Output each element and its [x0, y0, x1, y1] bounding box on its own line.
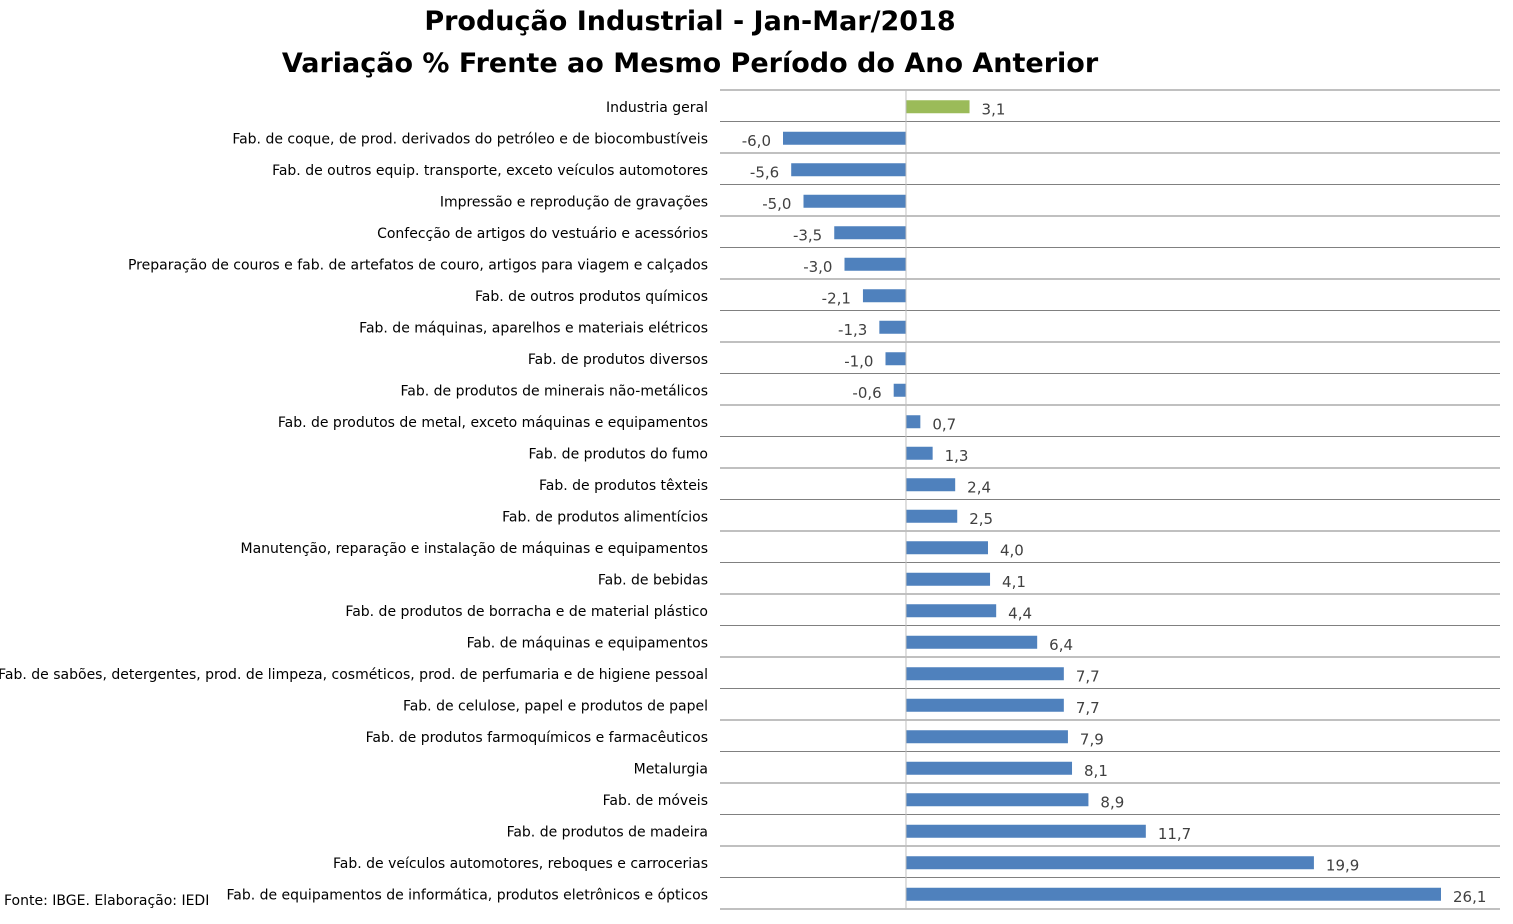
data-label: 4,0 — [1000, 541, 1024, 559]
bar — [905, 446, 933, 460]
category-label: Fab. de produtos de madeira — [507, 824, 708, 840]
bar — [791, 163, 906, 177]
data-label: 26,1 — [1453, 888, 1486, 906]
bar — [905, 415, 921, 429]
category-label: Fab. de celulose, papel e produtos de pa… — [403, 698, 708, 714]
category-label: Fab. de bebidas — [598, 572, 708, 588]
category-label: Fab. de produtos têxteis — [539, 478, 708, 494]
category-label: Preparação de couros e fab. de artefatos… — [128, 257, 708, 273]
data-label: -3,5 — [793, 226, 822, 244]
data-label: 7,7 — [1076, 699, 1100, 717]
category-label: Fab. de veículos automotores, reboques e… — [333, 856, 708, 872]
bar — [905, 667, 1064, 681]
bar — [905, 478, 956, 492]
chart-title: Produção Industrial - Jan-Mar/2018 — [424, 6, 956, 37]
category-label: Fab. de equipamentos de informática, pro… — [226, 887, 708, 903]
data-labels: 3,1 -6,0 -5,6 -5,0-3,5 -3,0 -2,1 -1,3 -1,0 -0,6 0… — [742, 100, 1487, 906]
data-label: 7,9 — [1080, 730, 1104, 748]
bar — [783, 131, 906, 145]
chart-subtitle: Variação % Frente ao Mesmo Período do An… — [281, 48, 1099, 79]
data-label: 6,4 — [1049, 636, 1073, 654]
data-label: 7,7 — [1076, 667, 1100, 685]
bars — [783, 100, 1441, 901]
bar — [905, 887, 1441, 901]
data-label: 4,4 — [1008, 604, 1032, 622]
category-label: Industria geral — [606, 100, 708, 116]
category-label: Metalurgia — [634, 761, 708, 777]
bar — [844, 257, 906, 271]
bar — [905, 100, 970, 114]
data-label: 19,9 — [1326, 856, 1359, 874]
bar — [905, 824, 1146, 838]
data-label: -0,6 — [852, 384, 881, 402]
data-label: -1,3 — [838, 321, 867, 339]
data-label: -1,0 — [844, 352, 873, 370]
source-note: Fonte: IBGE. Elaboração: IEDI — [4, 893, 210, 909]
data-label: -6,0 — [742, 132, 771, 150]
bar — [905, 572, 991, 586]
data-label: 2,5 — [969, 510, 993, 528]
bar — [905, 730, 1068, 744]
category-label: Fab. de produtos farmoquímicos e farmacê… — [366, 730, 708, 746]
bar — [905, 509, 958, 523]
data-label: -5,0 — [762, 195, 791, 213]
bar — [834, 226, 906, 240]
data-label: -2,1 — [822, 289, 851, 307]
data-label: 1,3 — [945, 447, 969, 465]
category-label: Fab. de máquinas e equipamentos — [467, 635, 708, 651]
category-label: Fab. de produtos de minerais não-metálic… — [401, 383, 708, 399]
category-label: Fab. de outros produtos químicos — [475, 289, 708, 305]
category-label: Impressão e reprodução de gravações — [440, 194, 708, 210]
category-label: Fab. de produtos de borracha e de materi… — [345, 604, 708, 620]
category-label: Fab. de produtos alimentícios — [502, 509, 708, 525]
bar — [905, 635, 1038, 649]
data-label: 11,7 — [1158, 825, 1191, 843]
data-label: -5,6 — [750, 163, 779, 181]
category-label: Fab. de móveis — [603, 793, 708, 809]
bar — [905, 761, 1073, 775]
bar — [905, 793, 1089, 807]
data-label: 3,1 — [982, 100, 1006, 118]
bar — [862, 289, 906, 303]
bar — [893, 383, 906, 397]
category-label: Fab. de produtos do fumo — [529, 446, 708, 462]
data-label: 4,1 — [1002, 573, 1026, 591]
category-labels: Industria geral Fab. de coque, de prod. d… — [0, 100, 708, 904]
grid-lines — [720, 89, 1500, 910]
data-label: -3,0 — [803, 258, 832, 276]
category-label: Fab. de sabões, detergentes, prod. de li… — [0, 667, 708, 683]
category-label: Fab. de produtos de metal, exceto máquin… — [278, 415, 708, 431]
bar — [905, 541, 988, 555]
bar — [885, 352, 906, 366]
bar — [905, 856, 1314, 870]
data-label: 2,4 — [967, 478, 991, 496]
data-label: 8,9 — [1100, 793, 1124, 811]
bar — [905, 698, 1064, 712]
data-label: 8,1 — [1084, 762, 1108, 780]
category-label: Fab. de produtos diversos — [528, 352, 708, 368]
category-label: Confecção de artigos do vestuário e aces… — [377, 226, 708, 242]
bar — [879, 320, 906, 334]
category-label: Fab. de máquinas, aparelhos e materiais … — [359, 320, 708, 336]
category-label: Fab. de coque, de prod. derivados do pet… — [232, 131, 708, 147]
category-label: Fab. de outros equip. transporte, exceto… — [272, 163, 708, 179]
category-label: Manutenção, reparação e instalação de má… — [240, 541, 708, 557]
bar — [803, 194, 906, 208]
bar — [905, 604, 997, 618]
data-label: 0,7 — [932, 415, 956, 433]
